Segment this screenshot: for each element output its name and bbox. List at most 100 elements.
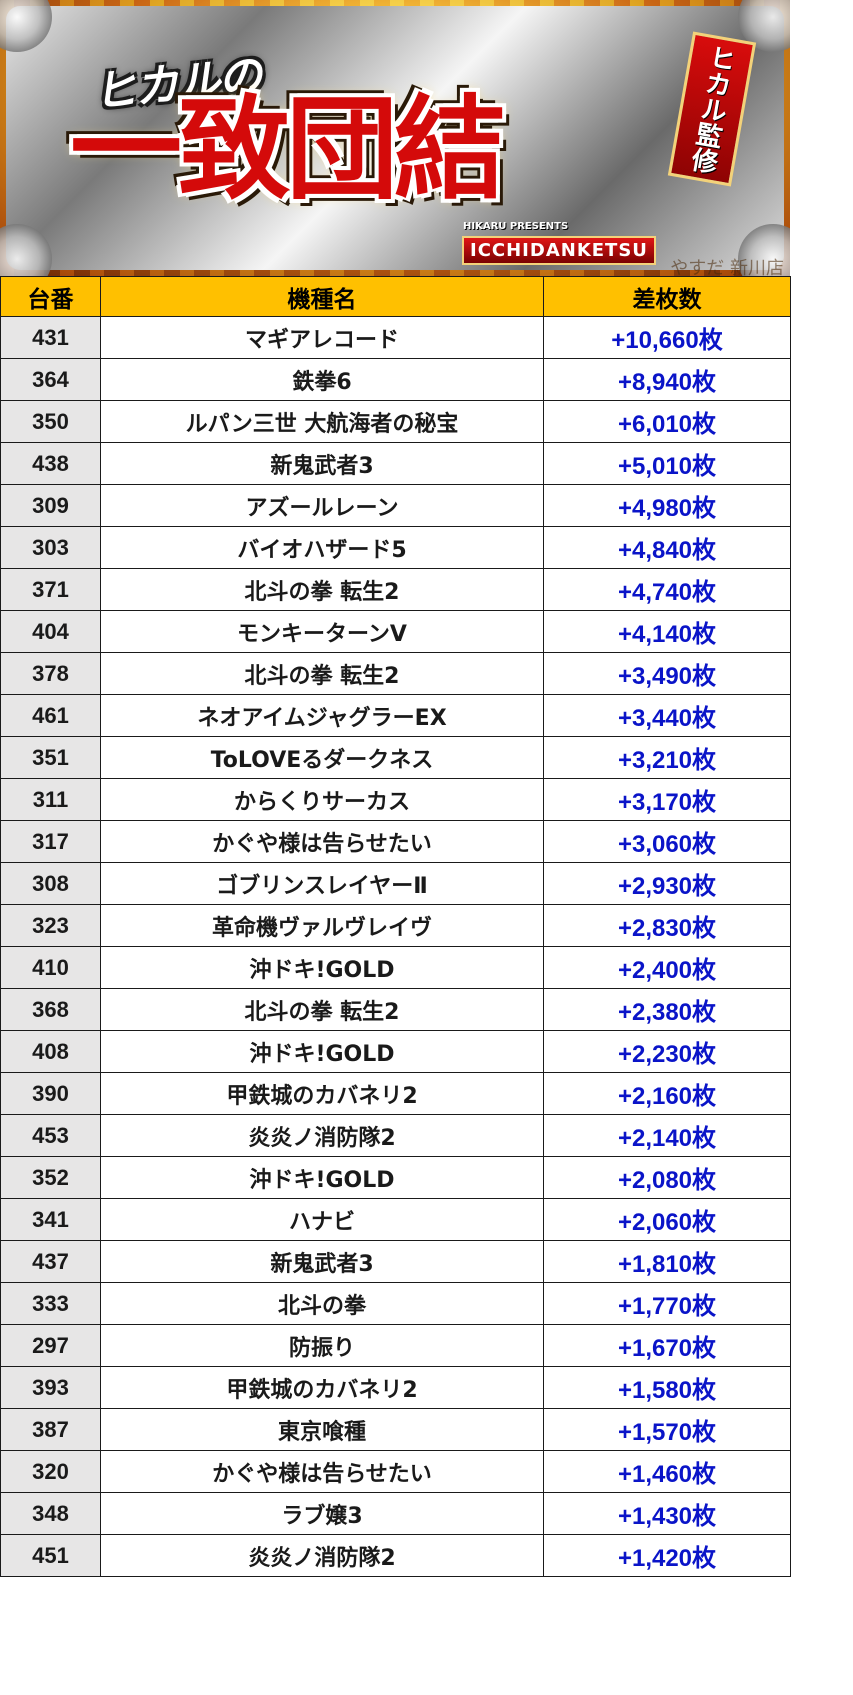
machine-number-cell: 341 xyxy=(0,1198,101,1241)
machine-name-cell: からくりサーカス xyxy=(100,778,544,821)
machine-name-cell: ToLOVEるダークネス xyxy=(100,736,544,779)
table-row: 451 炎炎ノ消防隊2 +1,420枚 xyxy=(0,1534,791,1577)
table-row: 371 北斗の拳 転生2 +4,740枚 xyxy=(0,568,791,611)
machine-name-cell: 北斗の拳 転生2 xyxy=(100,652,544,695)
coin-diff-cell: +3,440枚 xyxy=(543,694,791,737)
table-row: 453 炎炎ノ消防隊2 +2,140枚 xyxy=(0,1114,791,1157)
page: ヒカルの 一致団結 ヒカル監修 HIKARU PRESENTS ICCHIDAN… xyxy=(0,0,791,1577)
table-row: 364 鉄拳6 +8,940枚 xyxy=(0,358,791,401)
table-row: 437 新鬼武者3 +1,810枚 xyxy=(0,1240,791,1283)
coin-diff-cell: +4,980枚 xyxy=(543,484,791,527)
table-row: 387 東京喰種 +1,570枚 xyxy=(0,1408,791,1451)
machine-name-cell: 東京喰種 xyxy=(100,1408,544,1451)
shop-name: やすだ 新川店 xyxy=(670,258,784,276)
table-row: 390 甲鉄城のカバネリ2 +2,160枚 xyxy=(0,1072,791,1115)
coin-diff-cell: +2,380枚 xyxy=(543,988,791,1031)
machine-number-cell: 371 xyxy=(0,568,101,611)
machine-number-cell: 390 xyxy=(0,1072,101,1115)
coin-diff-cell: +4,740枚 xyxy=(543,568,791,611)
table-row: 408 沖ドキ!GOLD +2,230枚 xyxy=(0,1030,791,1073)
machine-number-cell: 323 xyxy=(0,904,101,947)
machine-name-cell: かぐや様は告らせたい xyxy=(100,820,544,863)
machine-name-cell: 北斗の拳 xyxy=(100,1282,544,1325)
machine-number-cell: 461 xyxy=(0,694,101,737)
coin-diff-cell: +2,230枚 xyxy=(543,1030,791,1073)
machine-name-cell: 沖ドキ!GOLD xyxy=(100,946,544,989)
machine-number-cell: 350 xyxy=(0,400,101,443)
machine-name-cell: バイオハザード5 xyxy=(100,526,544,569)
banner-subtitle: ICCHIDANKETSU xyxy=(462,236,656,265)
machine-number-cell: 297 xyxy=(0,1324,101,1367)
coin-diff-cell: +8,940枚 xyxy=(543,358,791,401)
table-row: 404 モンキーターンV +4,140枚 xyxy=(0,610,791,653)
machine-number-cell: 408 xyxy=(0,1030,101,1073)
header-banner: ヒカルの 一致団結 ヒカル監修 HIKARU PRESENTS ICCHIDAN… xyxy=(0,0,790,276)
table-row: 320 かぐや様は告らせたい +1,460枚 xyxy=(0,1450,791,1493)
machine-number-cell: 393 xyxy=(0,1366,101,1409)
coin-diff-cell: +1,420枚 xyxy=(543,1534,791,1577)
table-row: 352 沖ドキ!GOLD +2,080枚 xyxy=(0,1156,791,1199)
machine-number-cell: 368 xyxy=(0,988,101,1031)
machine-name-cell: 沖ドキ!GOLD xyxy=(100,1030,544,1073)
table-row: 297 防振り +1,670枚 xyxy=(0,1324,791,1367)
machine-number-cell: 453 xyxy=(0,1114,101,1157)
table-row: 393 甲鉄城のカバネリ2 +1,580枚 xyxy=(0,1366,791,1409)
header-machine-number: 台番 xyxy=(0,276,101,317)
machine-number-cell: 438 xyxy=(0,442,101,485)
results-table: 台番 機種名 差枚数 431 マギアレコード +10,660枚 364 鉄拳6 +8,94… xyxy=(0,276,791,1577)
table-row: 378 北斗の拳 転生2 +3,490枚 xyxy=(0,652,791,695)
machine-name-cell: モンキーターンV xyxy=(100,610,544,653)
table-header-row: 台番 機種名 差枚数 xyxy=(0,276,791,317)
coin-diff-cell: +2,060枚 xyxy=(543,1198,791,1241)
table-row: 368 北斗の拳 転生2 +2,380枚 xyxy=(0,988,791,1031)
coin-diff-cell: +1,810枚 xyxy=(543,1240,791,1283)
coin-diff-cell: +10,660枚 xyxy=(543,316,791,359)
machine-number-cell: 303 xyxy=(0,526,101,569)
machine-number-cell: 404 xyxy=(0,610,101,653)
coin-diff-cell: +6,010枚 xyxy=(543,400,791,443)
table-row: 308 ゴブリンスレイヤーⅡ +2,930枚 xyxy=(0,862,791,905)
table-row: 351 ToLOVEるダークネス +3,210枚 xyxy=(0,736,791,779)
machine-number-cell: 309 xyxy=(0,484,101,527)
coin-diff-cell: +4,840枚 xyxy=(543,526,791,569)
coin-diff-cell: +2,830枚 xyxy=(543,904,791,947)
coin-diff-cell: +4,140枚 xyxy=(543,610,791,653)
table-row: 341 ハナビ +2,060枚 xyxy=(0,1198,791,1241)
coin-diff-cell: +1,580枚 xyxy=(543,1366,791,1409)
coin-diff-cell: +5,010枚 xyxy=(543,442,791,485)
table-row: 431 マギアレコード +10,660枚 xyxy=(0,316,791,359)
coin-diff-cell: +2,400枚 xyxy=(543,946,791,989)
machine-name-cell: マギアレコード xyxy=(100,316,544,359)
machine-number-cell: 333 xyxy=(0,1282,101,1325)
table-row: 309 アズールレーン +4,980枚 xyxy=(0,484,791,527)
machine-name-cell: ハナビ xyxy=(100,1198,544,1241)
banner-title: 一致団結 xyxy=(70,84,506,215)
coin-diff-cell: +2,140枚 xyxy=(543,1114,791,1157)
machine-name-cell: アズールレーン xyxy=(100,484,544,527)
table-row: 303 バイオハザード5 +4,840枚 xyxy=(0,526,791,569)
machine-number-cell: 431 xyxy=(0,316,101,359)
coin-diff-cell: +3,170枚 xyxy=(543,778,791,821)
machine-number-cell: 317 xyxy=(0,820,101,863)
machine-number-cell: 387 xyxy=(0,1408,101,1451)
table-row: 323 革命機ヴァルヴレイヴ +2,830枚 xyxy=(0,904,791,947)
machine-name-cell: 革命機ヴァルヴレイヴ xyxy=(100,904,544,947)
table-row: 461 ネオアイムジャグラーEX +3,440枚 xyxy=(0,694,791,737)
coin-diff-cell: +1,460枚 xyxy=(543,1450,791,1493)
machine-name-cell: 防振り xyxy=(100,1324,544,1367)
machine-name-cell: 甲鉄城のカバネリ2 xyxy=(100,1072,544,1115)
machine-name-cell: 沖ドキ!GOLD xyxy=(100,1156,544,1199)
coin-diff-cell: +1,570枚 xyxy=(543,1408,791,1451)
coin-diff-cell: +1,430枚 xyxy=(543,1492,791,1535)
machine-name-cell: ゴブリンスレイヤーⅡ xyxy=(100,862,544,905)
machine-number-cell: 364 xyxy=(0,358,101,401)
coin-diff-cell: +3,060枚 xyxy=(543,820,791,863)
coin-diff-cell: +2,080枚 xyxy=(543,1156,791,1199)
banner-presents: HIKARU PRESENTS xyxy=(463,221,569,232)
machine-name-cell: 北斗の拳 転生2 xyxy=(100,568,544,611)
coin-diff-cell: +1,670枚 xyxy=(543,1324,791,1367)
machine-number-cell: 308 xyxy=(0,862,101,905)
machine-name-cell: 甲鉄城のカバネリ2 xyxy=(100,1366,544,1409)
coin-diff-cell: +2,160枚 xyxy=(543,1072,791,1115)
table-row: 410 沖ドキ!GOLD +2,400枚 xyxy=(0,946,791,989)
